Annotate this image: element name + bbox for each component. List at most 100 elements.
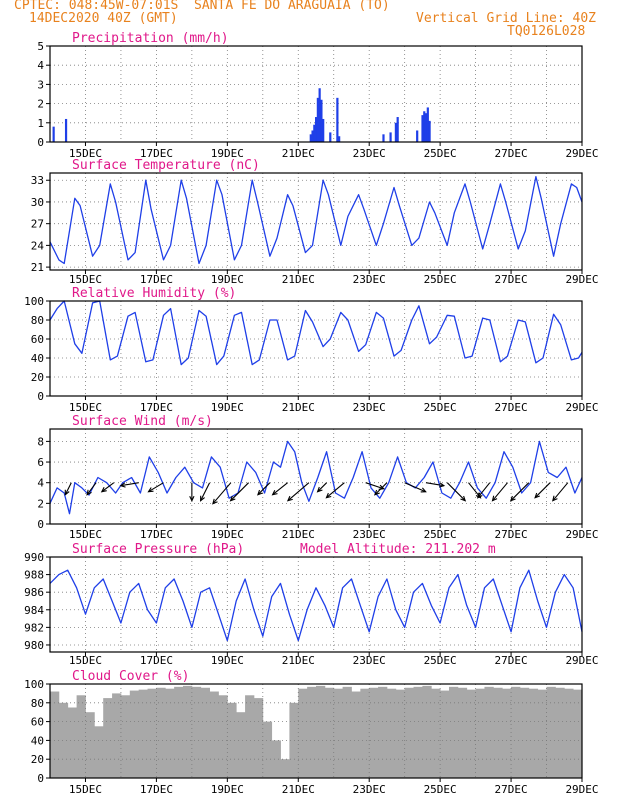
wind-vector <box>101 482 115 493</box>
wind-vector <box>534 482 551 499</box>
cloud-bar <box>573 689 583 778</box>
wind-vector-head <box>460 495 467 502</box>
cloud-bar <box>76 695 86 778</box>
wind-vector-head <box>200 495 205 502</box>
temp-xtick-label: 17DEC <box>140 273 173 286</box>
cloud-bar <box>475 688 485 778</box>
rh-xtick-label: 15DEC <box>69 401 102 414</box>
cloud-bar <box>67 707 77 778</box>
temp-xtick-label: 15DEC <box>69 273 102 286</box>
precip-bar <box>396 117 399 142</box>
cloud-bar <box>369 687 379 778</box>
precip-bar <box>421 115 424 142</box>
cloud-bar <box>537 689 547 778</box>
wind-vector-head <box>64 489 70 496</box>
temp-ytick-label: 30 <box>31 196 44 209</box>
precip-xtick-label: 23DEC <box>353 147 386 160</box>
wind-vector-head <box>477 492 483 499</box>
cloud-bar <box>50 691 60 778</box>
pressure-xtick-label: 27DEC <box>495 654 528 667</box>
wind-vector-head <box>86 489 92 496</box>
wind-vector-head <box>325 492 332 499</box>
pressure-frame <box>49 556 583 653</box>
cloud-bar <box>466 689 476 778</box>
wind-xtick-label: 17DEC <box>140 528 173 541</box>
precip-bar <box>424 113 428 142</box>
precip-bar <box>315 117 318 142</box>
cloud-ytick-label: 100 <box>24 678 44 691</box>
temp-xtick-label: 21DEC <box>282 273 315 286</box>
cloud-xtick-label: 23DEC <box>353 783 386 796</box>
rh-plot-area <box>50 301 582 396</box>
cloud-bar <box>262 721 273 778</box>
wind-vector <box>446 482 466 502</box>
cloud-bar <box>422 685 432 778</box>
cloud-bar <box>165 688 175 778</box>
pressure-ytick-label: 982 <box>24 621 44 634</box>
precip-xtick-label: 25DEC <box>424 147 457 160</box>
wind-vector <box>425 482 445 487</box>
pressure-xtick-label: 17DEC <box>140 654 173 667</box>
wind-vector <box>552 482 569 502</box>
precip-bar <box>338 136 341 142</box>
wind-xtick-label: 15DEC <box>69 528 102 541</box>
header-source: CPTEC: <box>14 0 61 13</box>
cloud-bar <box>360 688 370 778</box>
precip-xtick-label: 19DEC <box>211 147 244 160</box>
wind-vector-head <box>119 482 126 488</box>
wind-vector <box>200 482 211 501</box>
rh-ytick-label: 100 <box>24 295 44 308</box>
precip-ytick-label: 3 <box>37 78 44 91</box>
wind-vector-head <box>271 489 278 496</box>
rh-xtick-label: 29DEC <box>565 401 598 414</box>
cloud-bar <box>191 686 202 778</box>
precip-bar <box>428 120 431 142</box>
cloud-bar <box>395 689 406 778</box>
wind-ytick-label: 6 <box>37 456 44 469</box>
wind-vector-head <box>100 487 107 493</box>
wind-series-line <box>49 440 583 515</box>
temp-xtick-label: 19DEC <box>211 273 244 286</box>
precip-ytick-label: 5 <box>37 40 44 53</box>
cloud-xtick-label: 21DEC <box>282 783 315 796</box>
precip-bar <box>329 132 332 142</box>
rh-ytick-label: 80 <box>31 314 44 327</box>
cloud-bar <box>218 695 228 778</box>
wind-xtick-label: 23DEC <box>353 528 386 541</box>
wind-vector-head <box>286 495 293 502</box>
pressure-ytick-label: 984 <box>24 604 44 617</box>
cloud-bar <box>342 686 352 778</box>
precip-bar <box>309 134 312 142</box>
cloud-bar <box>271 740 281 778</box>
cloud-bar <box>147 688 157 778</box>
wind-vector <box>148 482 164 493</box>
wind-vector <box>492 482 508 502</box>
precip-xtick-label: 15DEC <box>69 147 102 160</box>
cloud-bar <box>227 702 237 778</box>
cloud-bar <box>298 688 308 778</box>
precip-bar <box>320 99 323 142</box>
cloud-bar <box>546 686 556 778</box>
wind-xtick-label: 25DEC <box>424 528 457 541</box>
rh-ytick-label: 20 <box>31 371 44 384</box>
rh-xtick-label: 25DEC <box>424 401 457 414</box>
wind-vector-head <box>551 495 558 502</box>
wind-vector-head <box>438 482 446 488</box>
cloud-ytick-label: 0 <box>37 772 44 785</box>
cloud-bar <box>129 690 140 778</box>
cloud-bar <box>528 688 539 778</box>
cloud-xtick-label: 29DEC <box>565 783 598 796</box>
cloud-bar <box>378 686 388 778</box>
rh-xtick-label: 17DEC <box>140 401 173 414</box>
precip-bar <box>389 132 392 142</box>
cloud-bar <box>316 685 326 778</box>
wind-ytick-label: 0 <box>37 518 44 531</box>
precip-bar <box>322 118 325 142</box>
cloud-xtick-label: 19DEC <box>211 783 244 796</box>
wind-vector <box>326 482 345 499</box>
precip-xtick-label: 17DEC <box>140 147 173 160</box>
wind-xtick-label: 21DEC <box>282 528 315 541</box>
cloud-bar <box>253 698 264 778</box>
precip-bar <box>382 134 385 142</box>
cloud-bar <box>103 698 113 778</box>
